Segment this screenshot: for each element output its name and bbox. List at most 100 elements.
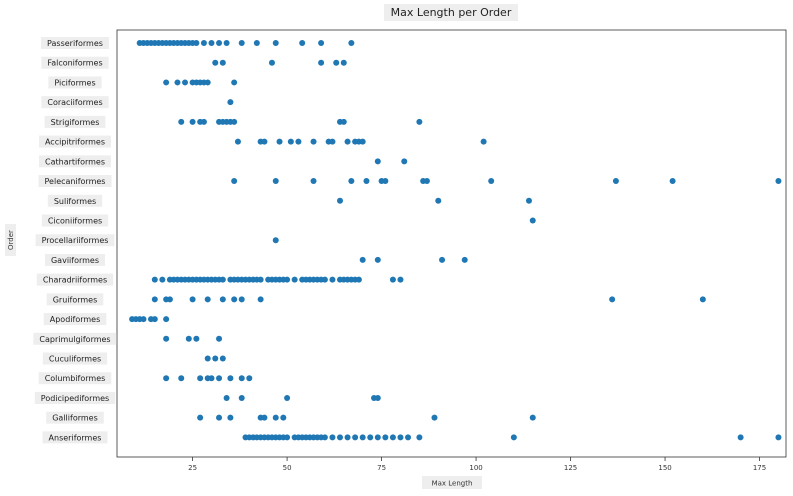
data-point-charadriiformes — [329, 276, 336, 283]
data-point-falconiformes — [219, 59, 226, 66]
data-point-passeriformes — [208, 40, 215, 46]
data-point-charadriiformes — [151, 276, 158, 283]
y-label-cathartiformes: Cathartiformes — [39, 155, 111, 168]
data-point-anseriformes — [510, 434, 517, 441]
data-point-gruiformes — [609, 296, 616, 303]
data-point-pelecaniformes — [348, 178, 355, 185]
data-point-podicipediformes — [223, 394, 230, 401]
data-point-anseriformes — [405, 434, 412, 441]
data-point-anseriformes — [389, 434, 396, 441]
data-point-suliformes — [525, 197, 532, 204]
data-point-anseriformes — [321, 434, 328, 441]
data-point-charadriiformes — [291, 276, 298, 283]
data-point-gruiformes — [204, 296, 211, 303]
data-point-anseriformes — [352, 434, 359, 441]
x-tick-label: 150 — [658, 464, 671, 472]
y-label-coraciiformes: Coraciiformes — [41, 96, 109, 109]
data-point-gruiformes — [238, 296, 245, 303]
data-point-pelecaniformes — [669, 178, 676, 185]
data-point-accipitriformes — [344, 138, 351, 145]
y-tick-label: Cathartiformes — [45, 157, 105, 166]
y-label-passeriformes: Passeriformes — [41, 37, 109, 49]
y-label-cuculiformes: Cuculiformes — [42, 352, 108, 365]
data-point-caprimulgiformes — [193, 335, 200, 342]
y-tick-label-background — [44, 253, 106, 266]
y-label-apodiformes: Apodiformes — [43, 313, 107, 326]
x-axis-label: Max Length — [432, 480, 473, 488]
y-tick-label: Anseriformes — [49, 433, 102, 442]
data-point-columbiformes — [178, 375, 185, 382]
data-point-gruiformes — [699, 296, 706, 303]
x-axis-label-group: Max Length — [422, 476, 482, 489]
data-point-pelecaniformes — [382, 178, 389, 185]
data-point-accipitriformes — [234, 138, 241, 145]
data-point-charadriiformes — [219, 276, 226, 283]
data-point-gruiformes — [257, 296, 264, 303]
y-label-gruiformes: Gruiformes — [46, 293, 104, 306]
data-point-anseriformes — [416, 434, 423, 441]
data-point-anseriformes — [382, 434, 389, 441]
y-label-falconiformes: Falconiformes — [41, 56, 109, 69]
y-label-caprimulgiformes: Caprimulgiformes — [33, 332, 117, 345]
y-label-accipitriformes: Accipitriformes — [38, 135, 112, 148]
data-point-charadriiformes — [284, 276, 291, 283]
data-point-pelecaniformes — [231, 178, 238, 185]
data-point-accipitriformes — [480, 138, 487, 145]
data-point-apodiformes — [163, 316, 170, 323]
y-label-procellariiformes: Procellariiformes — [35, 234, 115, 247]
data-point-passeriformes — [193, 40, 200, 46]
data-point-columbiformes — [238, 375, 245, 382]
data-point-galliformes — [431, 414, 438, 421]
data-point-podicipediformes — [374, 394, 381, 401]
y-tick-label-background — [41, 56, 109, 69]
y-tick-label: Ciconiiformes — [48, 216, 102, 225]
data-point-suliformes — [337, 197, 343, 204]
y-tick-label: Gruiformes — [53, 295, 98, 304]
y-tick-label-background — [43, 313, 107, 326]
y-tick-label-background — [47, 194, 103, 207]
data-point-piciformes — [231, 79, 238, 86]
x-tick-label: 125 — [564, 464, 577, 472]
data-point-strigiformes — [178, 118, 185, 125]
data-point-passeriformes — [216, 40, 223, 46]
data-point-galliformes — [272, 414, 279, 421]
y-tick-label-background — [41, 37, 109, 49]
data-point-anseriformes — [374, 434, 381, 441]
y-tick-label: Strigiformes — [51, 118, 100, 127]
x-tick-label: 25 — [188, 464, 197, 472]
y-tick-label: Apodiformes — [50, 315, 101, 324]
data-point-anseriformes — [775, 434, 782, 441]
data-point-falconiformes — [268, 59, 275, 66]
y-tick-label: Coraciiformes — [47, 98, 102, 107]
data-point-apodiformes — [151, 316, 158, 323]
data-point-strigiformes — [416, 118, 423, 125]
data-point-accipitriformes — [295, 138, 302, 145]
data-point-pelecaniformes — [272, 178, 279, 185]
y-tick-label: Galliformes — [52, 414, 98, 423]
data-point-passeriformes — [200, 40, 207, 46]
data-point-falconiformes — [333, 59, 340, 66]
y-label-gaviiformes: Gaviiformes — [44, 253, 106, 266]
data-point-accipitriformes — [276, 138, 283, 145]
y-tick-label-background — [34, 391, 116, 404]
data-point-podicipediformes — [284, 394, 291, 401]
x-axis-label-background — [422, 476, 482, 489]
data-point-piciformes — [163, 79, 170, 86]
data-point-pelecaniformes — [310, 178, 317, 185]
data-point-falconiformes — [212, 59, 219, 66]
data-point-galliformes — [280, 414, 287, 421]
data-point-anseriformes — [359, 434, 366, 441]
data-point-strigiformes — [231, 118, 238, 125]
data-point-strigiformes — [200, 118, 207, 125]
y-tick-label-background — [44, 115, 106, 128]
data-point-pelecaniformes — [488, 178, 495, 185]
data-point-gruiformes — [166, 296, 173, 303]
data-point-piciformes — [174, 79, 181, 86]
data-point-charadriiformes — [355, 276, 362, 283]
y-tick-label-background — [46, 293, 104, 306]
y-label-anseriformes: Anseriformes — [42, 431, 108, 444]
data-point-columbiformes — [246, 375, 253, 382]
data-point-charadriiformes — [257, 276, 264, 283]
data-point-columbiformes — [227, 375, 234, 382]
x-tick-label: 75 — [377, 464, 386, 472]
